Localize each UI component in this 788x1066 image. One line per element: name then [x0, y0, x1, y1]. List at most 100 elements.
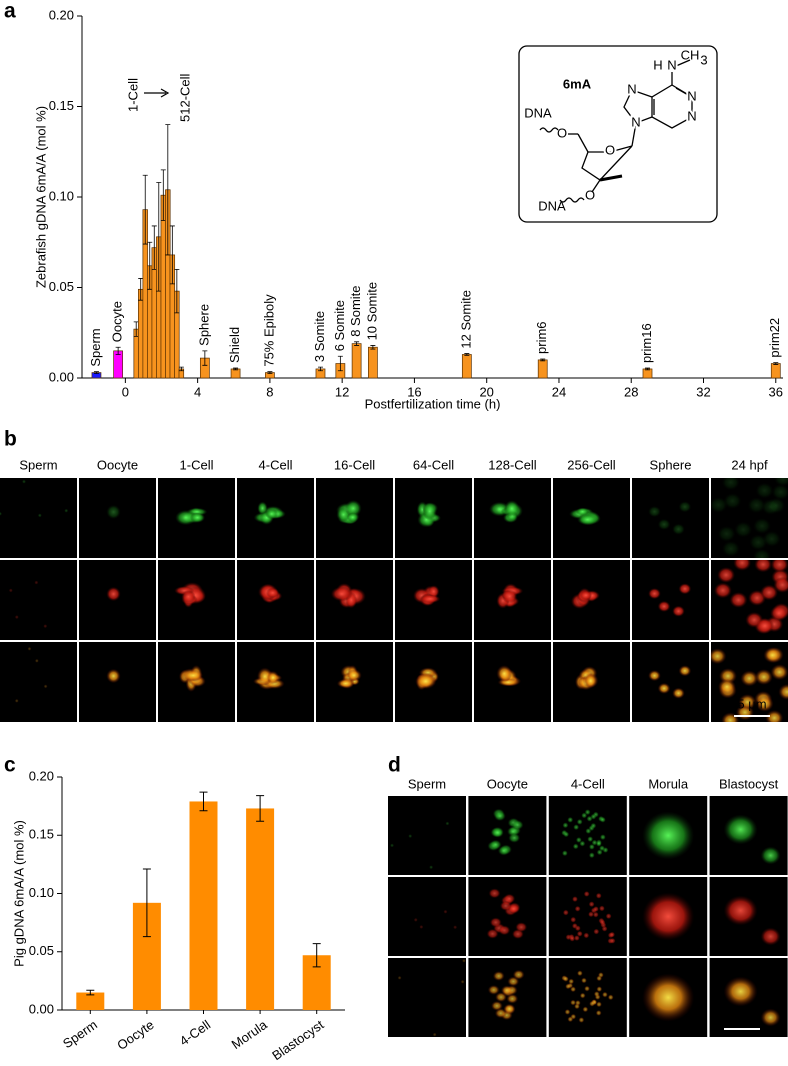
- signals: [487, 808, 524, 856]
- signal: [443, 909, 448, 914]
- signal: [563, 831, 570, 838]
- signal: [599, 845, 606, 852]
- signal: [723, 493, 742, 510]
- micrograph: [553, 478, 630, 558]
- micrograph: [395, 642, 472, 722]
- signal: [717, 678, 736, 695]
- bar: [160, 194, 167, 379]
- x-tick-label: 16: [407, 384, 421, 399]
- micrograph: [0, 560, 77, 640]
- y-axis-label: Zebrafish gDNA 6mA/A (mol %): [33, 106, 48, 288]
- y-tick-label: 0.20: [49, 7, 74, 22]
- micrograph: [629, 877, 708, 956]
- x-tick-label: Sperm: [60, 1017, 100, 1051]
- error-bar: [174, 269, 180, 314]
- signal: [587, 836, 594, 843]
- inset-text: DNA: [524, 105, 552, 120]
- error-bar: [133, 321, 139, 337]
- signal: [408, 834, 413, 839]
- signal: [14, 615, 19, 620]
- error-bar: [86, 989, 95, 996]
- signal: [576, 970, 583, 977]
- column-header: Blastocyst: [719, 776, 779, 791]
- signal: [642, 811, 695, 860]
- image-bg: [0, 478, 77, 558]
- error-bar: [644, 367, 650, 371]
- signal: [499, 900, 512, 911]
- bar-label: Oocyte: [110, 301, 125, 342]
- signal: [565, 983, 572, 990]
- signal: [586, 815, 593, 822]
- micrograph: [395, 560, 472, 640]
- bar: [770, 363, 781, 379]
- signal: [346, 669, 362, 682]
- signal: [672, 523, 685, 535]
- signal: [760, 584, 779, 601]
- signal: [755, 482, 774, 499]
- signal: [573, 824, 580, 831]
- row-label: Merge: [393, 1014, 430, 1029]
- signal: [346, 512, 359, 523]
- error-bar: [156, 182, 162, 292]
- signal: [769, 605, 788, 622]
- signal: [609, 937, 616, 944]
- micrograph: [709, 796, 788, 875]
- signal: [432, 1032, 437, 1037]
- signal: [601, 991, 608, 998]
- signal: [266, 670, 280, 685]
- signal: [579, 992, 586, 999]
- signal: [581, 812, 588, 819]
- signals: [390, 821, 450, 870]
- x-tick-label: 8: [266, 384, 273, 399]
- signal: [579, 590, 593, 601]
- micrograph: [388, 958, 466, 1037]
- signals: [336, 499, 362, 525]
- signal: [763, 647, 782, 664]
- signal: [642, 973, 695, 1022]
- x-tick-label: 4: [194, 384, 201, 399]
- micrograph: [629, 796, 708, 875]
- bar-label: 10 Somite: [364, 282, 379, 341]
- signal: [572, 843, 579, 850]
- signal: [265, 587, 280, 599]
- image-bg: [548, 958, 627, 1037]
- image-bg: [632, 478, 709, 558]
- signals: [336, 664, 362, 689]
- image-bg: [0, 642, 77, 722]
- signal: [494, 1008, 507, 1019]
- bar: [642, 368, 653, 379]
- column-header: Sperm: [408, 776, 446, 791]
- signals: [723, 895, 781, 946]
- signal: [770, 664, 788, 681]
- image-bg: [468, 877, 547, 956]
- signal: [648, 506, 661, 518]
- column-header: Sphere: [650, 457, 692, 472]
- row-label: 6mA: [5, 535, 32, 550]
- signals: [397, 958, 466, 1037]
- micrograph: [632, 642, 709, 722]
- signals: [175, 507, 208, 526]
- signals: [642, 811, 695, 860]
- signals: [648, 665, 692, 699]
- y-tick-label: 0.15: [49, 98, 74, 113]
- signal: [657, 682, 671, 695]
- signal: [765, 709, 784, 722]
- signal: [419, 924, 424, 929]
- column-header: Oocyte: [97, 457, 138, 472]
- signals: [574, 666, 599, 691]
- micrograph: [316, 478, 393, 558]
- signal: [562, 909, 569, 916]
- signals: [413, 909, 458, 930]
- signals: [106, 668, 121, 684]
- image-bg: [548, 877, 627, 956]
- y-tick-label: 0.05: [49, 279, 74, 294]
- signal: [181, 590, 196, 603]
- signals: [106, 586, 121, 602]
- signals: [174, 582, 207, 608]
- signal: [713, 582, 732, 599]
- error-bar: [256, 795, 265, 822]
- signal: [755, 695, 774, 712]
- signal: [678, 583, 692, 595]
- bar: [113, 350, 124, 379]
